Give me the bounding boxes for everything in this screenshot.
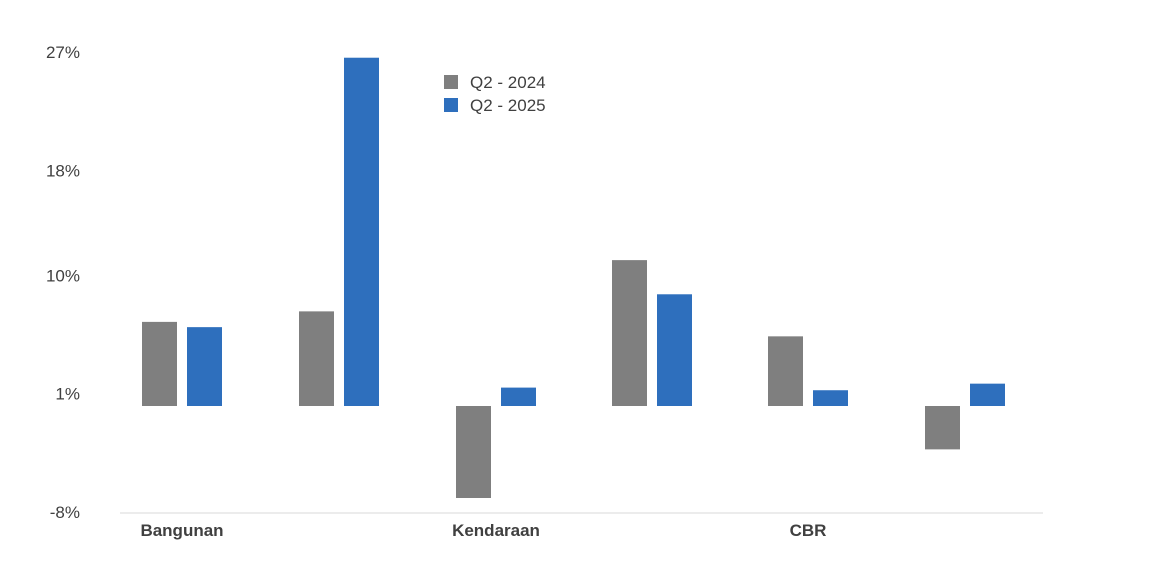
x-category-label: Bangunan	[140, 521, 223, 540]
bar-q2-2024	[456, 406, 491, 498]
bar-q2-2024	[299, 311, 334, 406]
legend-label: Q2 - 2025	[470, 96, 546, 115]
bar-q2-2025	[344, 57, 379, 406]
y-tick-label: -8%	[50, 503, 80, 522]
bar-q2-2025	[970, 383, 1005, 406]
bar-q2-2025	[657, 294, 692, 406]
x-axis: Bangunan Kendaraan CBR	[140, 521, 826, 540]
y-tick-label: 10%	[46, 266, 80, 285]
bar-q2-2024	[612, 260, 647, 406]
bar-q2-2024	[925, 406, 960, 450]
y-tick-label: 18%	[46, 161, 80, 180]
legend-swatch	[444, 75, 458, 89]
bar-q2-2024	[768, 336, 803, 406]
bar-q2-2024	[142, 321, 177, 406]
y-axis: 27% 18% 10% 1% -8%	[46, 43, 80, 522]
x-category-label: CBR	[790, 521, 827, 540]
bar-q2-2025	[187, 327, 222, 406]
y-tick-label: 1%	[55, 385, 80, 404]
legend-label: Q2 - 2024	[470, 73, 546, 92]
legend-swatch	[444, 98, 458, 112]
bar-q2-2025	[813, 390, 848, 406]
x-category-label: Kendaraan	[452, 521, 540, 540]
bar-q2-2025	[501, 387, 536, 406]
bars	[142, 57, 1005, 498]
y-tick-label: 27%	[46, 43, 80, 62]
legend: Q2 - 2024 Q2 - 2025	[444, 73, 546, 115]
